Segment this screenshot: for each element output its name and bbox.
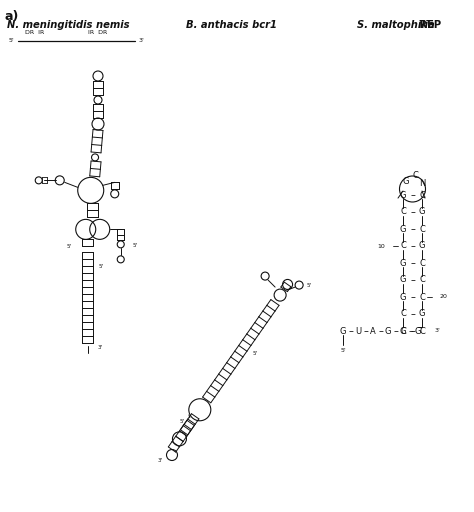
Text: 5': 5' <box>132 243 137 248</box>
Text: –: – <box>348 326 353 336</box>
Text: C: C <box>419 327 425 335</box>
Text: G: G <box>385 327 391 335</box>
Text: U: U <box>355 327 361 335</box>
Text: 3': 3' <box>157 459 163 463</box>
Text: G: G <box>400 224 406 233</box>
Text: 10: 10 <box>377 244 385 248</box>
Text: –: – <box>410 275 415 285</box>
Text: G: G <box>419 309 425 318</box>
Text: G: G <box>400 327 406 335</box>
Text: IR  DR: IR DR <box>88 31 108 35</box>
Text: C: C <box>400 242 406 250</box>
Text: 5': 5' <box>8 38 14 44</box>
Text: G: G <box>340 327 346 335</box>
Text: 5': 5' <box>67 244 72 249</box>
Text: G: G <box>400 275 406 285</box>
Text: C: C <box>400 327 406 335</box>
Text: C: C <box>400 309 406 318</box>
Text: 5': 5' <box>252 351 257 356</box>
Text: 3': 3' <box>139 38 145 44</box>
Text: –: – <box>363 326 368 336</box>
Text: N: N <box>419 179 426 187</box>
Text: –: – <box>410 292 415 302</box>
Text: –: – <box>410 258 415 268</box>
Text: C: C <box>419 259 425 267</box>
Text: –: – <box>410 224 415 234</box>
Text: G: G <box>415 327 421 335</box>
Text: –: – <box>410 190 415 200</box>
Text: C: C <box>400 207 406 217</box>
Text: 5': 5' <box>340 349 346 353</box>
Text: C: C <box>412 170 419 180</box>
Text: G: G <box>400 190 406 200</box>
Text: –: – <box>378 326 383 336</box>
Text: G: G <box>400 259 406 267</box>
Text: N. meningitidis nemis: N. meningitidis nemis <box>7 20 129 30</box>
Text: –: – <box>410 309 415 319</box>
Text: 5': 5' <box>307 283 311 288</box>
Text: A: A <box>370 327 376 335</box>
Text: G: G <box>400 292 406 302</box>
Text: G: G <box>419 207 425 217</box>
Text: C: C <box>419 224 425 233</box>
Text: 3': 3' <box>98 345 103 350</box>
Text: S. maltophilia: S. maltophilia <box>357 20 435 30</box>
Text: 5': 5' <box>99 264 104 269</box>
Text: G: G <box>402 177 409 185</box>
Text: B. anthacis bcr1: B. anthacis bcr1 <box>186 20 277 30</box>
Text: 20: 20 <box>440 294 448 300</box>
Text: –: – <box>410 241 415 251</box>
Text: C: C <box>419 292 425 302</box>
Text: –: – <box>408 326 413 336</box>
Text: –: – <box>410 207 415 217</box>
Text: a): a) <box>5 10 19 23</box>
Text: DR  IR: DR IR <box>26 31 45 35</box>
Text: –: – <box>410 326 415 336</box>
Text: REP: REP <box>416 20 441 30</box>
Text: 5': 5' <box>179 419 184 424</box>
Text: –: – <box>393 326 398 336</box>
Text: C: C <box>419 275 425 285</box>
Text: 3': 3' <box>435 329 441 333</box>
Text: G: G <box>419 242 425 250</box>
Text: C: C <box>419 190 425 200</box>
